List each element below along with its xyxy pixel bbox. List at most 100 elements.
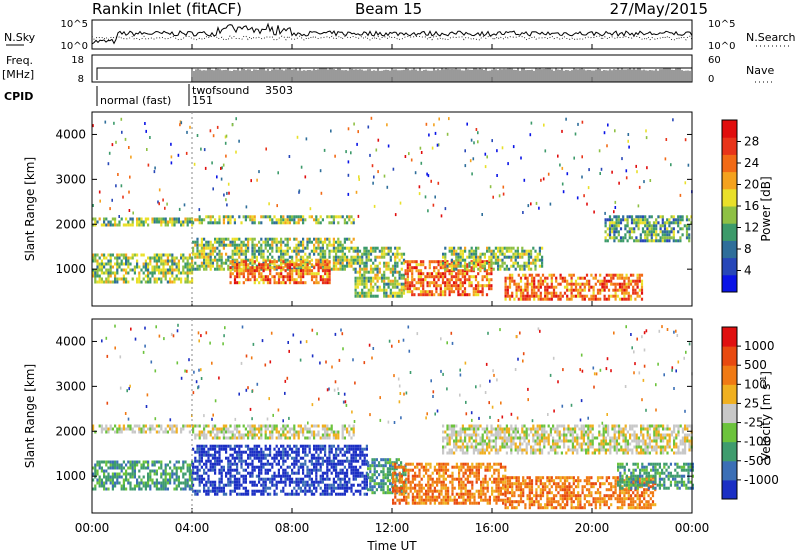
power-cell <box>205 252 208 256</box>
power-cell <box>225 261 228 265</box>
power-cell <box>621 282 624 286</box>
power-cell <box>109 262 112 266</box>
velocity-cell <box>295 456 298 460</box>
velocity-cell <box>324 450 327 454</box>
power-cell <box>422 278 425 282</box>
power-cell <box>302 215 305 219</box>
power-cell <box>299 243 302 247</box>
velocity-cell <box>280 444 283 448</box>
velocity-cell <box>332 486 335 490</box>
velocity-cell <box>328 436 331 440</box>
power-cell <box>293 249 296 253</box>
velocity-cell <box>357 483 360 487</box>
power-cell <box>632 291 635 295</box>
velocity-cell <box>378 482 381 486</box>
velocity-cell <box>337 471 340 475</box>
power-scatter <box>177 153 180 157</box>
velocity-cell <box>304 489 307 493</box>
velocity-cell <box>371 485 374 489</box>
velocity-cell <box>240 465 243 469</box>
power-cell <box>612 273 615 277</box>
power-cell <box>459 264 462 268</box>
power-cell <box>533 291 536 295</box>
velocity-cell <box>107 427 110 431</box>
velocity-cell <box>386 470 389 474</box>
velocity-cell <box>302 444 305 448</box>
power-cell <box>511 294 514 298</box>
power-cell <box>142 223 145 227</box>
velocity-cell <box>359 492 362 496</box>
power-cell <box>517 297 520 301</box>
power-cell <box>244 278 248 282</box>
velocity-cell <box>304 444 307 448</box>
power-cell <box>365 270 368 274</box>
power-cell <box>169 217 172 221</box>
power-cell <box>490 287 493 291</box>
power-cell <box>477 267 480 271</box>
velocity-cell <box>255 427 258 431</box>
power-cell <box>577 276 580 280</box>
velocity-cell <box>341 447 344 451</box>
power-cell <box>166 220 169 224</box>
power-cell <box>356 261 359 265</box>
velocity-cell <box>389 464 392 468</box>
power-cell <box>260 263 263 267</box>
velocity-cell <box>302 480 305 484</box>
power-cell <box>446 264 449 268</box>
power-cell <box>621 273 624 277</box>
power-cell <box>302 218 305 222</box>
velocity-cell <box>191 481 194 485</box>
power-cell <box>526 297 529 301</box>
power-cell <box>341 252 344 256</box>
power-cell <box>466 263 469 267</box>
power-cell <box>413 260 416 264</box>
power-cell <box>131 223 134 227</box>
velocity-cell <box>291 477 294 481</box>
power-cell <box>369 270 373 274</box>
power-cell <box>282 260 285 264</box>
velocity-cell <box>317 483 320 487</box>
power-cell <box>385 264 388 268</box>
power-cell <box>352 218 355 222</box>
power-cell <box>175 256 178 260</box>
velocity-cell <box>369 464 372 468</box>
power-cell <box>260 243 263 247</box>
power-cell <box>194 240 197 244</box>
velocity-cell <box>352 465 355 469</box>
power-cell <box>406 290 409 294</box>
velocity-cell <box>249 462 252 466</box>
power-cell <box>225 215 228 219</box>
power-cell <box>200 252 203 256</box>
power-cell <box>341 249 344 253</box>
power-cell <box>453 261 456 265</box>
velocity-cell <box>361 480 364 484</box>
power-cell <box>659 227 662 231</box>
velocity-cell <box>238 436 241 440</box>
velocity-cell <box>319 486 322 490</box>
power-cell <box>337 240 340 244</box>
velocity-cell <box>266 471 269 475</box>
power-cell <box>411 278 414 282</box>
velocity-cell <box>100 424 103 428</box>
velocity-cell <box>188 484 191 488</box>
power-cell <box>302 272 305 276</box>
power-cell <box>448 246 451 250</box>
power-cell <box>196 240 199 244</box>
power-cell <box>559 273 562 277</box>
power-cell <box>497 258 500 262</box>
power-cell <box>577 282 580 286</box>
velocity-cell <box>218 480 221 484</box>
power-cell <box>616 282 619 286</box>
velocity-cell <box>339 459 342 463</box>
power-cell <box>488 272 491 276</box>
power-cell <box>280 258 283 262</box>
velocity-cell <box>203 489 206 493</box>
velocity-cell <box>198 462 201 466</box>
power-cell <box>468 249 471 253</box>
velocity-cell <box>315 444 318 448</box>
power-scatter <box>373 175 375 179</box>
power-cell <box>98 280 101 284</box>
date-label: 27/May/2015 <box>610 0 708 18</box>
power-cell <box>218 243 221 247</box>
power-cell <box>356 255 359 259</box>
